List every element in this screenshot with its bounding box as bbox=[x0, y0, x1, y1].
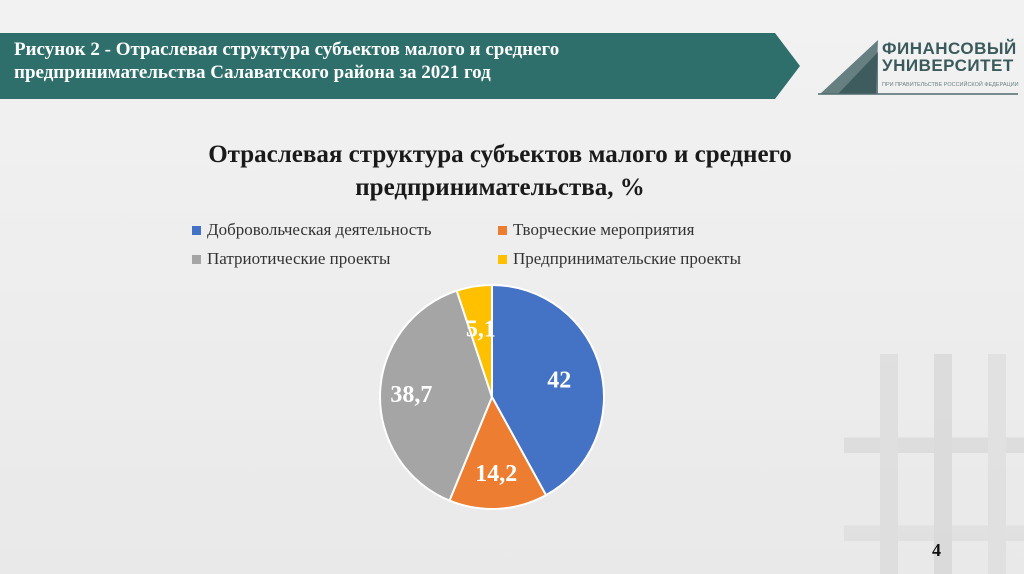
legend-item-creative: Творческие мероприятия bbox=[498, 220, 694, 240]
chart-title-line2: предпринимательства, % bbox=[355, 174, 645, 201]
figure-caption-line1: Рисунок 2 - Отраслевая структура субъект… bbox=[14, 39, 560, 60]
chart-title-line1: Отраслевая структура субъектов малого и … bbox=[208, 141, 792, 168]
pie-slice-patriotic bbox=[379, 289, 494, 502]
legend-swatch bbox=[498, 225, 507, 235]
university-logo-icon bbox=[818, 40, 1018, 95]
figure-caption: Рисунок 2 - Отраслевая структура субъект… bbox=[14, 38, 774, 84]
pie-slice-entrepreneurial bbox=[455, 283, 493, 398]
pie-label-volunteer: 42 bbox=[547, 368, 571, 394]
legend-label: Творческие мероприятия bbox=[513, 220, 695, 239]
legend-item-patriotic: Патриотические проекты bbox=[192, 249, 390, 269]
logo-line2: УНИВЕРСИТЕТ bbox=[882, 56, 1014, 75]
legend-swatch bbox=[192, 254, 201, 264]
pie-slice-volunteer bbox=[491, 283, 605, 497]
legend-item-entrepreneurial: Предпринимательские проекты bbox=[498, 249, 741, 269]
legend-label: Предпринимательские проекты bbox=[513, 249, 742, 268]
chart-title: Отраслевая структура субъектов малого и … bbox=[90, 138, 910, 204]
page-number: 4 bbox=[932, 540, 941, 560]
legend-swatch bbox=[192, 225, 201, 235]
header-banner bbox=[0, 33, 800, 99]
pie-label-entrepreneurial: 5,1 bbox=[466, 316, 496, 342]
legend-swatch bbox=[498, 254, 507, 264]
legend-label: Добровольческая деятельность bbox=[207, 220, 432, 239]
logo-line1: ФИНАНСОВЫЙ bbox=[882, 39, 1017, 58]
logo-subtitle: ПРИ ПРАВИТЕЛЬСТВЕ РОССИЙСКОЙ ФЕДЕРАЦИИ bbox=[882, 82, 1019, 88]
legend-label: Патриотические проекты bbox=[207, 249, 391, 268]
pie-label-patriotic: 38,7 bbox=[390, 382, 432, 408]
decorative-pixel-pattern bbox=[844, 354, 1024, 574]
pie-label-creative: 14,2 bbox=[475, 461, 517, 487]
figure-caption-line2: предпринимательства Салаватского района … bbox=[14, 62, 491, 83]
legend-item-volunteer: Добровольческая деятельность bbox=[192, 220, 432, 240]
pie-slice-creative bbox=[448, 394, 548, 510]
logo-wordmark: ФИНАНСОВЫЙ УНИВЕРСИТЕТ bbox=[882, 40, 1017, 74]
